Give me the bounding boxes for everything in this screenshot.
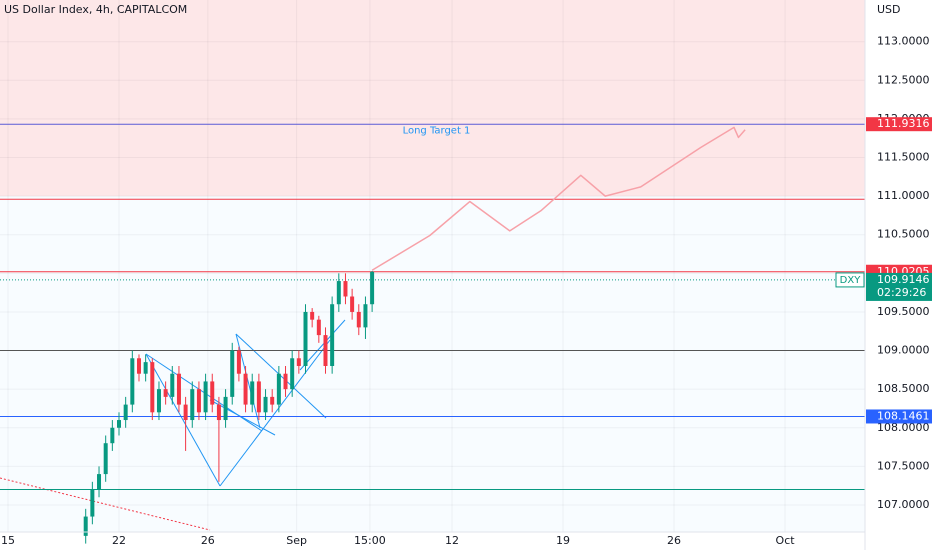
candle-body [156, 389, 161, 413]
y-tick-label: 108.0000 [877, 421, 930, 434]
candle-body [190, 389, 195, 421]
candle-body [203, 381, 208, 413]
grid [0, 0, 865, 532]
candle-body [117, 420, 122, 428]
y-tick-label: 111.0000 [877, 189, 930, 202]
candle-body [236, 350, 241, 374]
x-tick-label: 12 [445, 534, 459, 547]
candle-body [97, 474, 102, 490]
candle-body [330, 304, 335, 366]
y-tick-label: 107.0000 [877, 498, 930, 511]
candle-body [296, 358, 301, 366]
shaded-zone [0, 0, 865, 197]
price-label-box [866, 117, 932, 132]
candle-body [110, 427, 115, 444]
candle-body [363, 304, 368, 328]
y-tick-label: 113.0000 [877, 35, 930, 48]
annotation: Long Target 1 [403, 125, 471, 136]
candle-body [196, 389, 201, 413]
x-tick-label: 26 [667, 534, 681, 547]
candle-body [343, 281, 348, 297]
y-tick-label: 111.5000 [877, 151, 930, 164]
projection-path [371, 126, 746, 271]
candle-body [256, 381, 261, 413]
candle-body [230, 350, 235, 397]
candle-body [143, 362, 148, 374]
candle-body [263, 396, 268, 413]
y-tick-label: 109.5000 [877, 305, 930, 318]
current-price-box [866, 272, 932, 301]
y-tick-label: 107.5000 [877, 459, 930, 472]
plot: Long Target 1 [0, 123, 865, 544]
candle-body [183, 404, 188, 421]
plot-background [0, 0, 865, 532]
candle-body [250, 381, 255, 405]
trend-line [235, 333, 327, 419]
candle-body [223, 396, 228, 421]
price-label: 108.1461 [877, 409, 930, 422]
candle-body [356, 311, 361, 328]
y-tick-label: 109.0000 [877, 344, 930, 357]
countdown-label: 02:29:26 [877, 286, 926, 299]
candle-body [103, 443, 108, 475]
candle-body [176, 373, 181, 405]
candle-body [130, 358, 135, 405]
candle-body [243, 373, 248, 405]
trend-line [219, 339, 331, 487]
candle-body [136, 358, 141, 374]
candle-body [350, 296, 355, 312]
symbol-box [835, 272, 865, 288]
x-tick-label: Oct [776, 534, 796, 547]
candle-body [210, 381, 215, 405]
y-tick-label: 112.5000 [877, 73, 930, 86]
x-tick-label: 15:00 [354, 534, 386, 547]
trend-line [235, 333, 261, 429]
candle-body [336, 281, 341, 305]
candle-body [123, 404, 128, 421]
axis-label: USD [877, 3, 901, 16]
lower-zone [0, 196, 865, 532]
price-label: 111.9316 [877, 117, 930, 130]
candle-body [270, 396, 275, 405]
candle-body [150, 362, 155, 413]
candle-body [83, 516, 88, 536]
candle-body [310, 311, 315, 320]
symbol-label: DXY [840, 275, 862, 286]
x-tick-label: 15 [1, 534, 15, 547]
current-price-label: 109.9146 [877, 273, 930, 286]
candle-body [276, 373, 281, 405]
candle-body [316, 319, 321, 336]
candle-body [323, 335, 328, 366]
candle-body [216, 404, 221, 421]
candle-body [303, 311, 308, 366]
y-tick-label: 108.5000 [877, 382, 930, 395]
y-tick-label: 110.5000 [877, 228, 930, 241]
candle-body [283, 373, 288, 390]
x-tick-label: Sep [286, 534, 307, 547]
trend-line [0, 477, 211, 531]
chart-title: US Dollar Index, 4h, CAPITALCOM [4, 3, 187, 16]
trend-line [145, 353, 221, 487]
x-tick-label: 22 [112, 534, 126, 547]
candle-body [170, 373, 175, 397]
candle-body [163, 389, 168, 397]
price-label-box [866, 409, 932, 424]
candle-body [90, 489, 95, 517]
candle-body [370, 271, 375, 305]
x-tick-label: 19 [556, 534, 570, 547]
candle-body [290, 358, 295, 390]
x-tick-label: 26 [201, 534, 215, 547]
